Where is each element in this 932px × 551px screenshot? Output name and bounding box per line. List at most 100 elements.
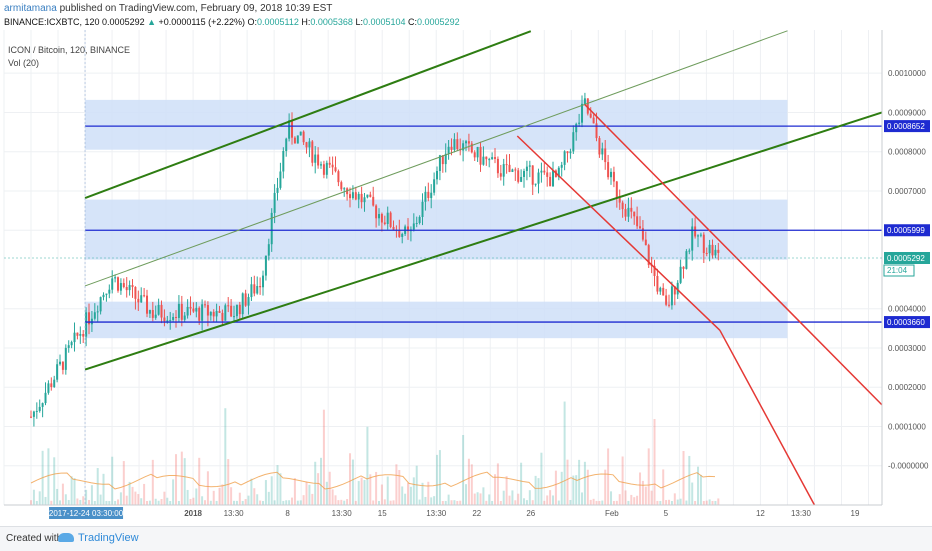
x-tick-label: 13:30	[224, 509, 245, 518]
candle	[349, 194, 352, 199]
candle	[543, 170, 546, 173]
volume-bar	[146, 500, 149, 505]
candle	[122, 283, 125, 288]
volume-bar	[505, 476, 508, 505]
volume-bar	[572, 475, 575, 505]
volume-bar	[206, 471, 209, 505]
candle	[154, 314, 157, 318]
volume-bar	[552, 495, 555, 505]
candle	[256, 286, 259, 294]
author-link[interactable]: armitamana	[4, 3, 57, 14]
volume-bar	[418, 499, 421, 505]
x-tick-label: 13:30	[332, 509, 353, 518]
candle	[186, 306, 189, 316]
volume-bar	[157, 500, 160, 505]
volume-bar	[50, 500, 53, 505]
candle	[639, 226, 642, 229]
volume-bar	[209, 500, 212, 505]
candle	[250, 284, 253, 298]
candle	[322, 164, 325, 175]
volume-bar	[676, 499, 679, 505]
volume-bar	[438, 450, 441, 505]
candle	[328, 162, 331, 165]
chart-area[interactable]: 0.0010000 0.0009000 0.0008000 0.0007000 0.00…	[0, 30, 932, 524]
candle	[595, 123, 598, 139]
x-tick-label: 15	[378, 509, 387, 518]
candle	[32, 411, 35, 417]
volume-bar	[702, 501, 705, 505]
candle	[70, 342, 73, 346]
x-tick-label: 22	[472, 509, 481, 518]
candle	[241, 293, 244, 315]
candle	[282, 150, 285, 172]
volume-bar	[467, 458, 470, 505]
volume-bar	[53, 457, 56, 505]
volume-bar	[453, 500, 456, 505]
volume-bar	[334, 495, 337, 505]
volume-bar	[499, 500, 502, 505]
volume-bar	[708, 499, 711, 505]
candle	[702, 234, 705, 253]
candle	[557, 167, 560, 177]
volume-bar	[441, 500, 444, 505]
candle	[366, 194, 369, 198]
candle	[61, 361, 64, 370]
open-label: O:	[247, 17, 257, 27]
volume-bar	[215, 500, 218, 505]
x-tick-label: 26	[526, 509, 535, 518]
volume-bar	[291, 497, 294, 505]
volume-bar	[201, 496, 204, 505]
volume-bar	[38, 491, 41, 505]
candle	[572, 132, 575, 152]
volume-bar	[204, 500, 207, 505]
volume-bar	[227, 459, 230, 505]
volume-bar	[711, 500, 714, 505]
candle	[273, 192, 276, 213]
volume-bar	[586, 469, 589, 505]
volume-bar	[560, 471, 563, 505]
volume-bar	[183, 458, 186, 505]
volume-bar	[444, 500, 447, 505]
volume-bar	[494, 474, 497, 505]
created-with-text: Created with	[6, 533, 63, 544]
volume-bar	[653, 419, 656, 505]
candle	[102, 294, 105, 298]
x-tick-label: 13:30	[791, 509, 812, 518]
high-label: H:	[301, 17, 311, 27]
volume-bar	[302, 495, 305, 505]
candle	[575, 123, 578, 133]
candle	[30, 416, 33, 418]
candle	[641, 228, 644, 240]
volume-bar	[224, 408, 227, 505]
volume-bar	[70, 476, 73, 505]
volume-bar	[641, 480, 644, 505]
candle	[569, 151, 572, 154]
volume-bar	[421, 482, 424, 505]
candle	[299, 131, 302, 136]
candle	[175, 316, 178, 318]
candle	[479, 146, 482, 165]
volume-bar	[102, 473, 105, 505]
candle	[392, 226, 395, 230]
price-chart[interactable]: 0.0010000 0.0009000 0.0008000 0.0007000 0.00…	[0, 30, 932, 524]
volume-bar	[238, 492, 241, 505]
candle	[169, 319, 172, 321]
tradingview-brand[interactable]: TradingView	[58, 532, 139, 544]
volume-bar	[604, 469, 607, 505]
publish-info: armitamana published on TradingView.com,…	[4, 3, 332, 14]
y-tick-label: -0.0000000	[888, 462, 929, 471]
footer-bar: Created with TradingView	[0, 526, 932, 551]
volume-bar	[436, 454, 439, 505]
y-tick-label: 0.0002000	[888, 383, 926, 392]
volume-bar	[592, 498, 595, 505]
volume-bar	[554, 470, 557, 505]
volume-bar	[537, 478, 540, 505]
volume-bar	[325, 481, 328, 505]
candle	[476, 146, 479, 158]
candle	[598, 138, 601, 155]
candle	[682, 266, 685, 269]
candle	[44, 392, 47, 404]
candle	[212, 311, 215, 317]
volume-bar	[412, 477, 415, 505]
volume-bar	[288, 500, 291, 505]
